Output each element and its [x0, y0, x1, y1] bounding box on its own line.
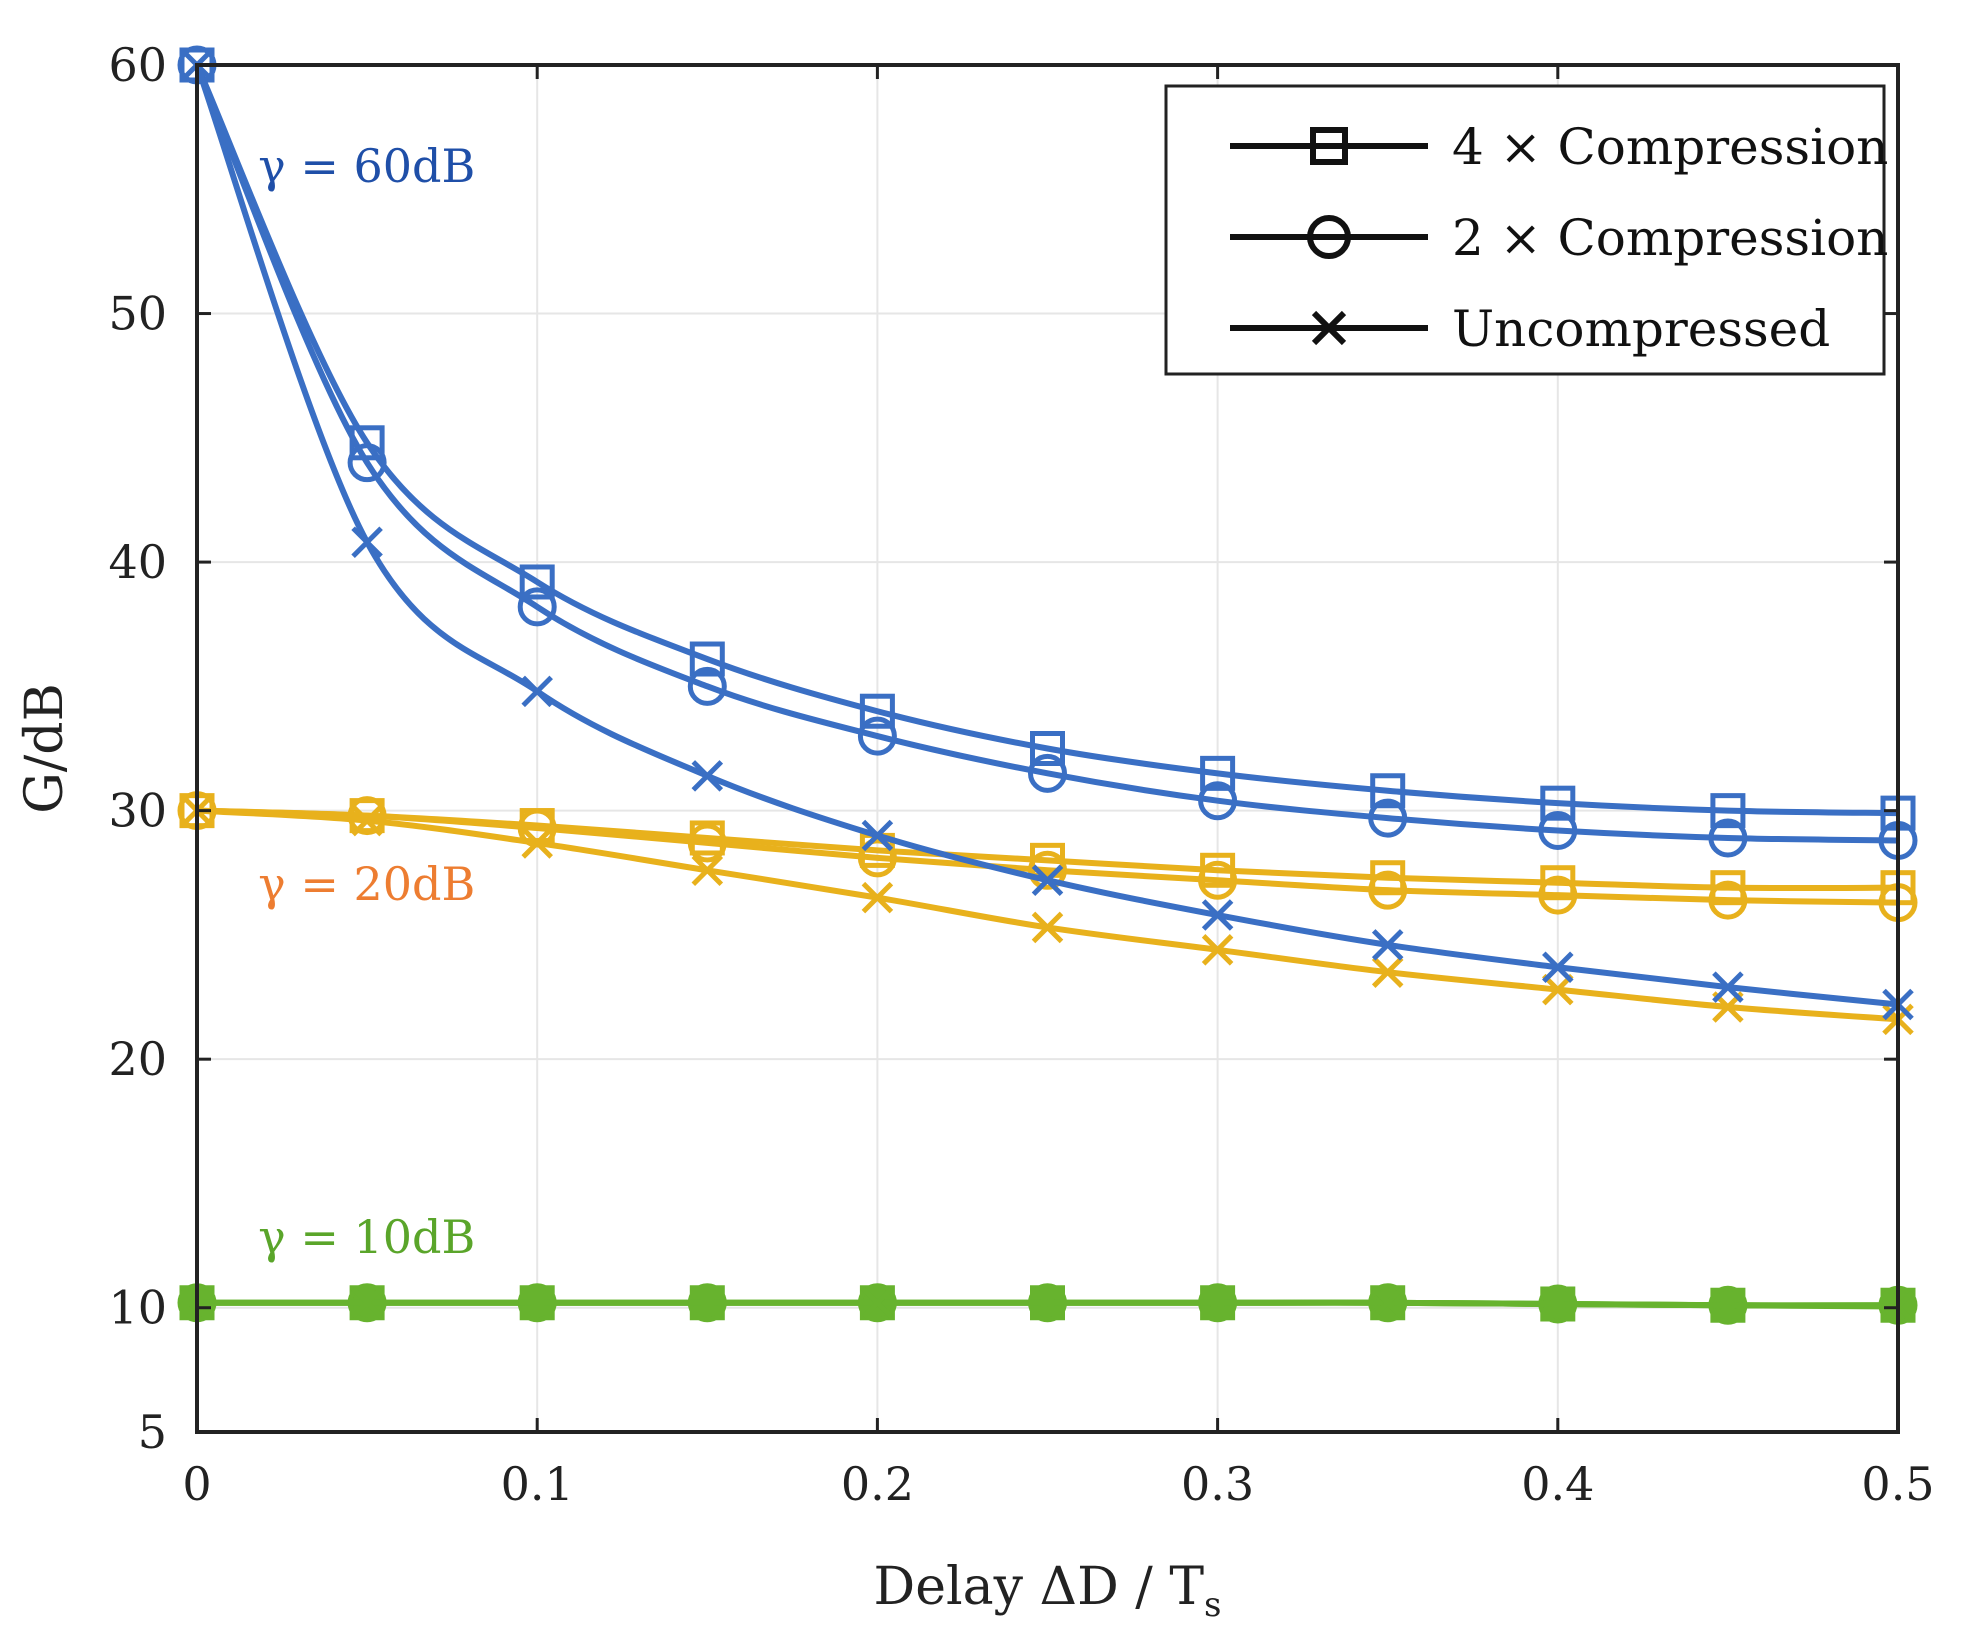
- x-axis-title-subscript: s: [1204, 1585, 1221, 1625]
- plot-area-frame: [195, 63, 1900, 1434]
- y-axis-title: G/dB: [15, 683, 75, 814]
- x-tick-label: 0.4: [1521, 1457, 1594, 1511]
- circle-marker: [1708, 880, 1748, 920]
- x-axis-title-main: Delay ΔD / T: [874, 1557, 1205, 1617]
- annotation-gamma-60db: γ = 60dB: [258, 139, 475, 193]
- square-marker: [689, 641, 725, 677]
- x-marker: [861, 881, 894, 914]
- legend-circle-marker-icon: [1307, 215, 1351, 259]
- annotation-gamma-20db: γ = 20dB: [258, 857, 475, 911]
- x-marker: [521, 675, 553, 708]
- x-marker: [1371, 929, 1404, 961]
- y-axis-ticks: 5 10 20 30 40 50 60: [108, 38, 1898, 1459]
- x-marker: [1201, 1286, 1234, 1319]
- circle-marker: [517, 587, 557, 627]
- x-tick-label: 0.2: [841, 1457, 914, 1511]
- x-marker: [351, 526, 383, 558]
- legend-square-marker-icon: [1310, 127, 1348, 165]
- x-marker: [1371, 1286, 1404, 1319]
- square-marker: [519, 564, 555, 600]
- x-marker: [861, 819, 894, 852]
- x-tick-label: 0: [182, 1457, 211, 1511]
- x-marker: [1201, 934, 1234, 966]
- square-marker: [1200, 755, 1236, 791]
- x-marker: [691, 854, 724, 887]
- x-marker: [1371, 956, 1404, 988]
- x-marker: [1031, 1286, 1064, 1319]
- square-marker: [1710, 793, 1746, 829]
- y-tick-label: 20: [108, 1032, 167, 1086]
- x-marker: [1542, 973, 1574, 1006]
- circle-marker: [1198, 860, 1238, 900]
- x-marker: [1542, 951, 1574, 983]
- x-marker: [1712, 971, 1744, 1003]
- annotation-gamma-10db: γ = 10dB: [258, 1210, 475, 1264]
- x-marker: [521, 1286, 553, 1319]
- x-marker: [1712, 1289, 1744, 1322]
- circle-marker: [687, 666, 727, 706]
- x-tick-label: 0.5: [1861, 1457, 1934, 1511]
- circle-marker: [1708, 818, 1748, 858]
- x-marker: [1031, 911, 1064, 944]
- x-marker: [351, 1286, 383, 1319]
- series-line: [194, 63, 1899, 1008]
- y-tick-label: 30: [108, 784, 167, 838]
- circle-marker: [1028, 850, 1067, 890]
- legend-label-uncompressed: Uncompressed: [1452, 300, 1830, 358]
- circle-marker: [1028, 753, 1067, 793]
- series-line: [196, 807, 1899, 906]
- x-axis-ticks: 0 0.1 0.2 0.3 0.4 0.5: [182, 65, 1935, 1511]
- y-tick-label: 5: [138, 1405, 167, 1459]
- x-axis-title: Delay ΔD / Ts: [874, 1557, 1222, 1625]
- x-marker: [691, 1286, 724, 1319]
- legend-entry-uncompressed: Uncompressed: [1230, 300, 1830, 358]
- x-marker: [691, 760, 724, 792]
- legend: 4 × Compression 2 × Compression Uncompre…: [1164, 84, 1888, 376]
- series-line: [194, 63, 1899, 844]
- circle-marker: [1538, 811, 1578, 851]
- x-marker: [351, 804, 383, 837]
- circle-marker: [857, 716, 897, 756]
- x-tick-label: 0.3: [1181, 1457, 1254, 1511]
- x-marker: [861, 1286, 894, 1319]
- x-tick-label: 0.1: [501, 1457, 574, 1511]
- circle-marker: [1198, 781, 1238, 821]
- x-marker: [1542, 1288, 1574, 1320]
- y-tick-label: 60: [108, 38, 167, 92]
- circle-marker: [1368, 798, 1408, 838]
- y-tick-label: 40: [108, 535, 167, 589]
- x-marker: [1031, 864, 1064, 896]
- square-marker: [1030, 731, 1065, 766]
- square-marker: [1370, 773, 1406, 809]
- square-marker: [859, 693, 895, 729]
- square-marker: [1540, 785, 1576, 821]
- legend-entry-4x-compression: 4 × Compression: [1230, 118, 1888, 176]
- circle-marker: [1368, 870, 1408, 910]
- legend-label-4x-compression: 4 × Compression: [1452, 118, 1888, 176]
- x-marker: [521, 827, 553, 859]
- series-10dB-x: [181, 1286, 1914, 1323]
- legend-entry-2x-compression: 2 × Compression: [1230, 209, 1888, 267]
- curve-annotations: γ = 60dB γ = 20dB γ = 10dB: [258, 139, 475, 1264]
- x-marker: [1201, 899, 1234, 931]
- circle-marker: [1538, 875, 1578, 915]
- circle-marker: [857, 838, 897, 878]
- legend-label-2x-compression: 2 × Compression: [1452, 209, 1888, 267]
- legend-x-marker-icon: [1311, 310, 1347, 346]
- circle-marker: [347, 796, 387, 836]
- circle-marker: [347, 443, 387, 483]
- y-tick-label: 50: [108, 287, 167, 341]
- y-tick-label: 10: [108, 1281, 167, 1335]
- series-line: [194, 63, 1899, 817]
- circle-marker: [687, 823, 727, 863]
